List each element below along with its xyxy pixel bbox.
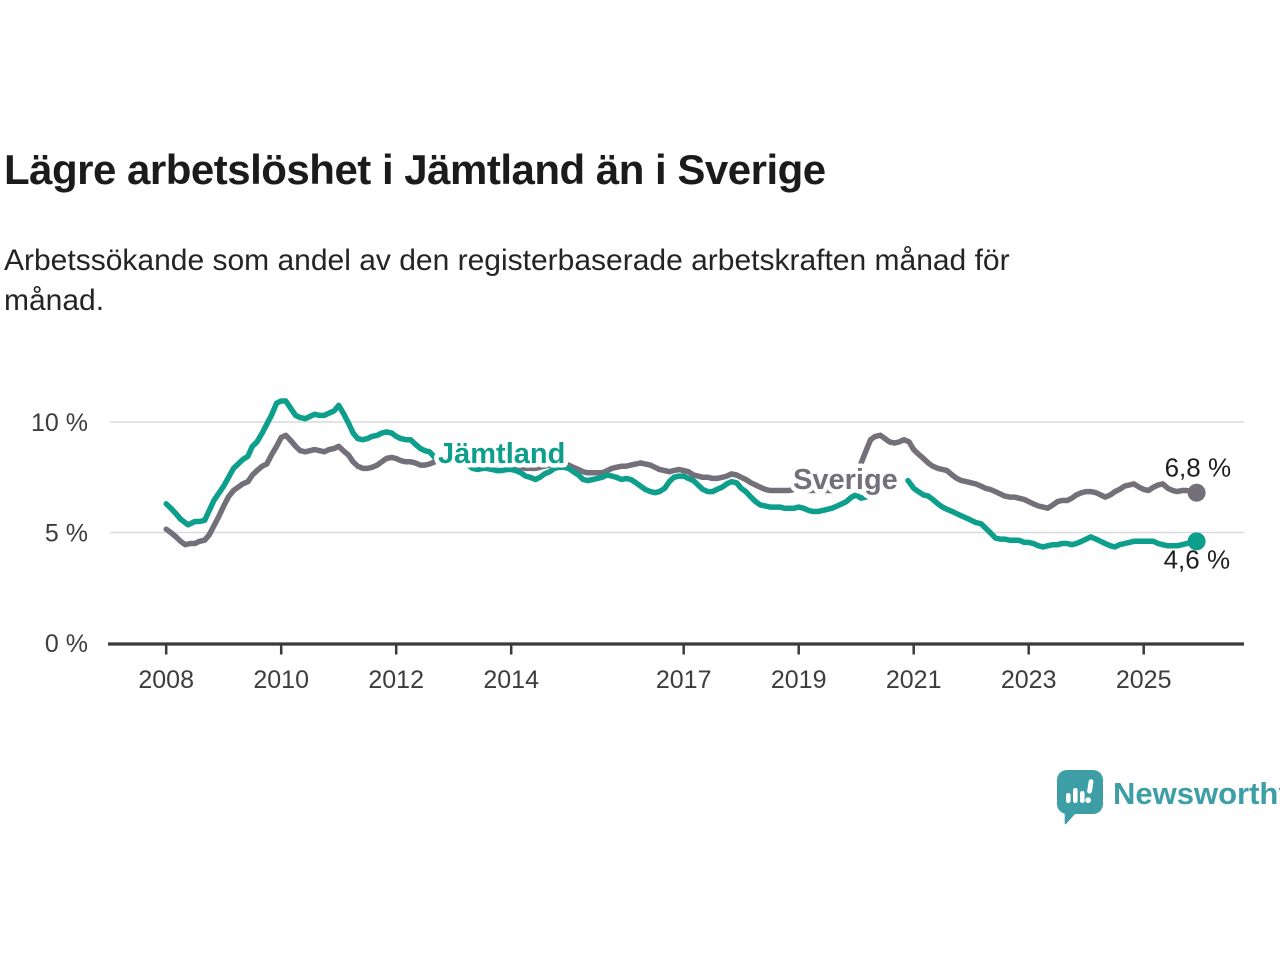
series-label-jämtland: Jämtland: [438, 438, 565, 470]
bar-icon-medium: [1080, 791, 1085, 803]
subtitle-line-1: Arbetssökande som andel av den registerb…: [4, 244, 1010, 277]
series-line-jämtland: [905, 477, 1200, 550]
page-title: Lägre arbetslöshet i Jämtland än i Sveri…: [4, 146, 826, 193]
series-label-sverige: Sverige: [793, 464, 898, 496]
y-tick-label: 5 %: [45, 520, 88, 548]
y-tick-label: 0 %: [45, 630, 88, 658]
x-tick-label: 2021: [886, 666, 942, 694]
series-line-sverige: [163, 432, 1200, 548]
end-value-label-sverige: 6,8 %: [1165, 453, 1232, 483]
newsworthy-logo: Newsworthy: [1057, 770, 1280, 826]
newsworthy-logo-icon: [1057, 770, 1103, 825]
x-tick-label: 2008: [138, 666, 194, 694]
x-tick-label: 2019: [771, 666, 827, 694]
chart-subtitle: Arbetssökande som andel av den registerb…: [4, 241, 1224, 321]
brand-name: Newsworthy: [1113, 776, 1280, 811]
x-tick-label: 2010: [253, 666, 309, 694]
subtitle-line-2: månad.: [4, 284, 105, 317]
end-dot-jämtland: [1187, 532, 1206, 551]
end-value-label-jämtland: 4,6 %: [1164, 544, 1231, 574]
x-tick-label: 2014: [483, 666, 539, 694]
end-dot-sverige: [1187, 483, 1206, 502]
bar-icon-tall: [1073, 788, 1078, 803]
series-line-jämtland: [163, 398, 869, 528]
bar-icon-small: [1066, 793, 1071, 803]
exclamation-icon: [1085, 779, 1094, 804]
x-tick-label: 2023: [1001, 666, 1057, 694]
x-tick-label: 2017: [656, 666, 712, 694]
y-tick-label: 10 %: [31, 409, 88, 437]
x-tick-label: 2012: [368, 666, 424, 694]
x-tick-label: 2025: [1116, 666, 1172, 694]
